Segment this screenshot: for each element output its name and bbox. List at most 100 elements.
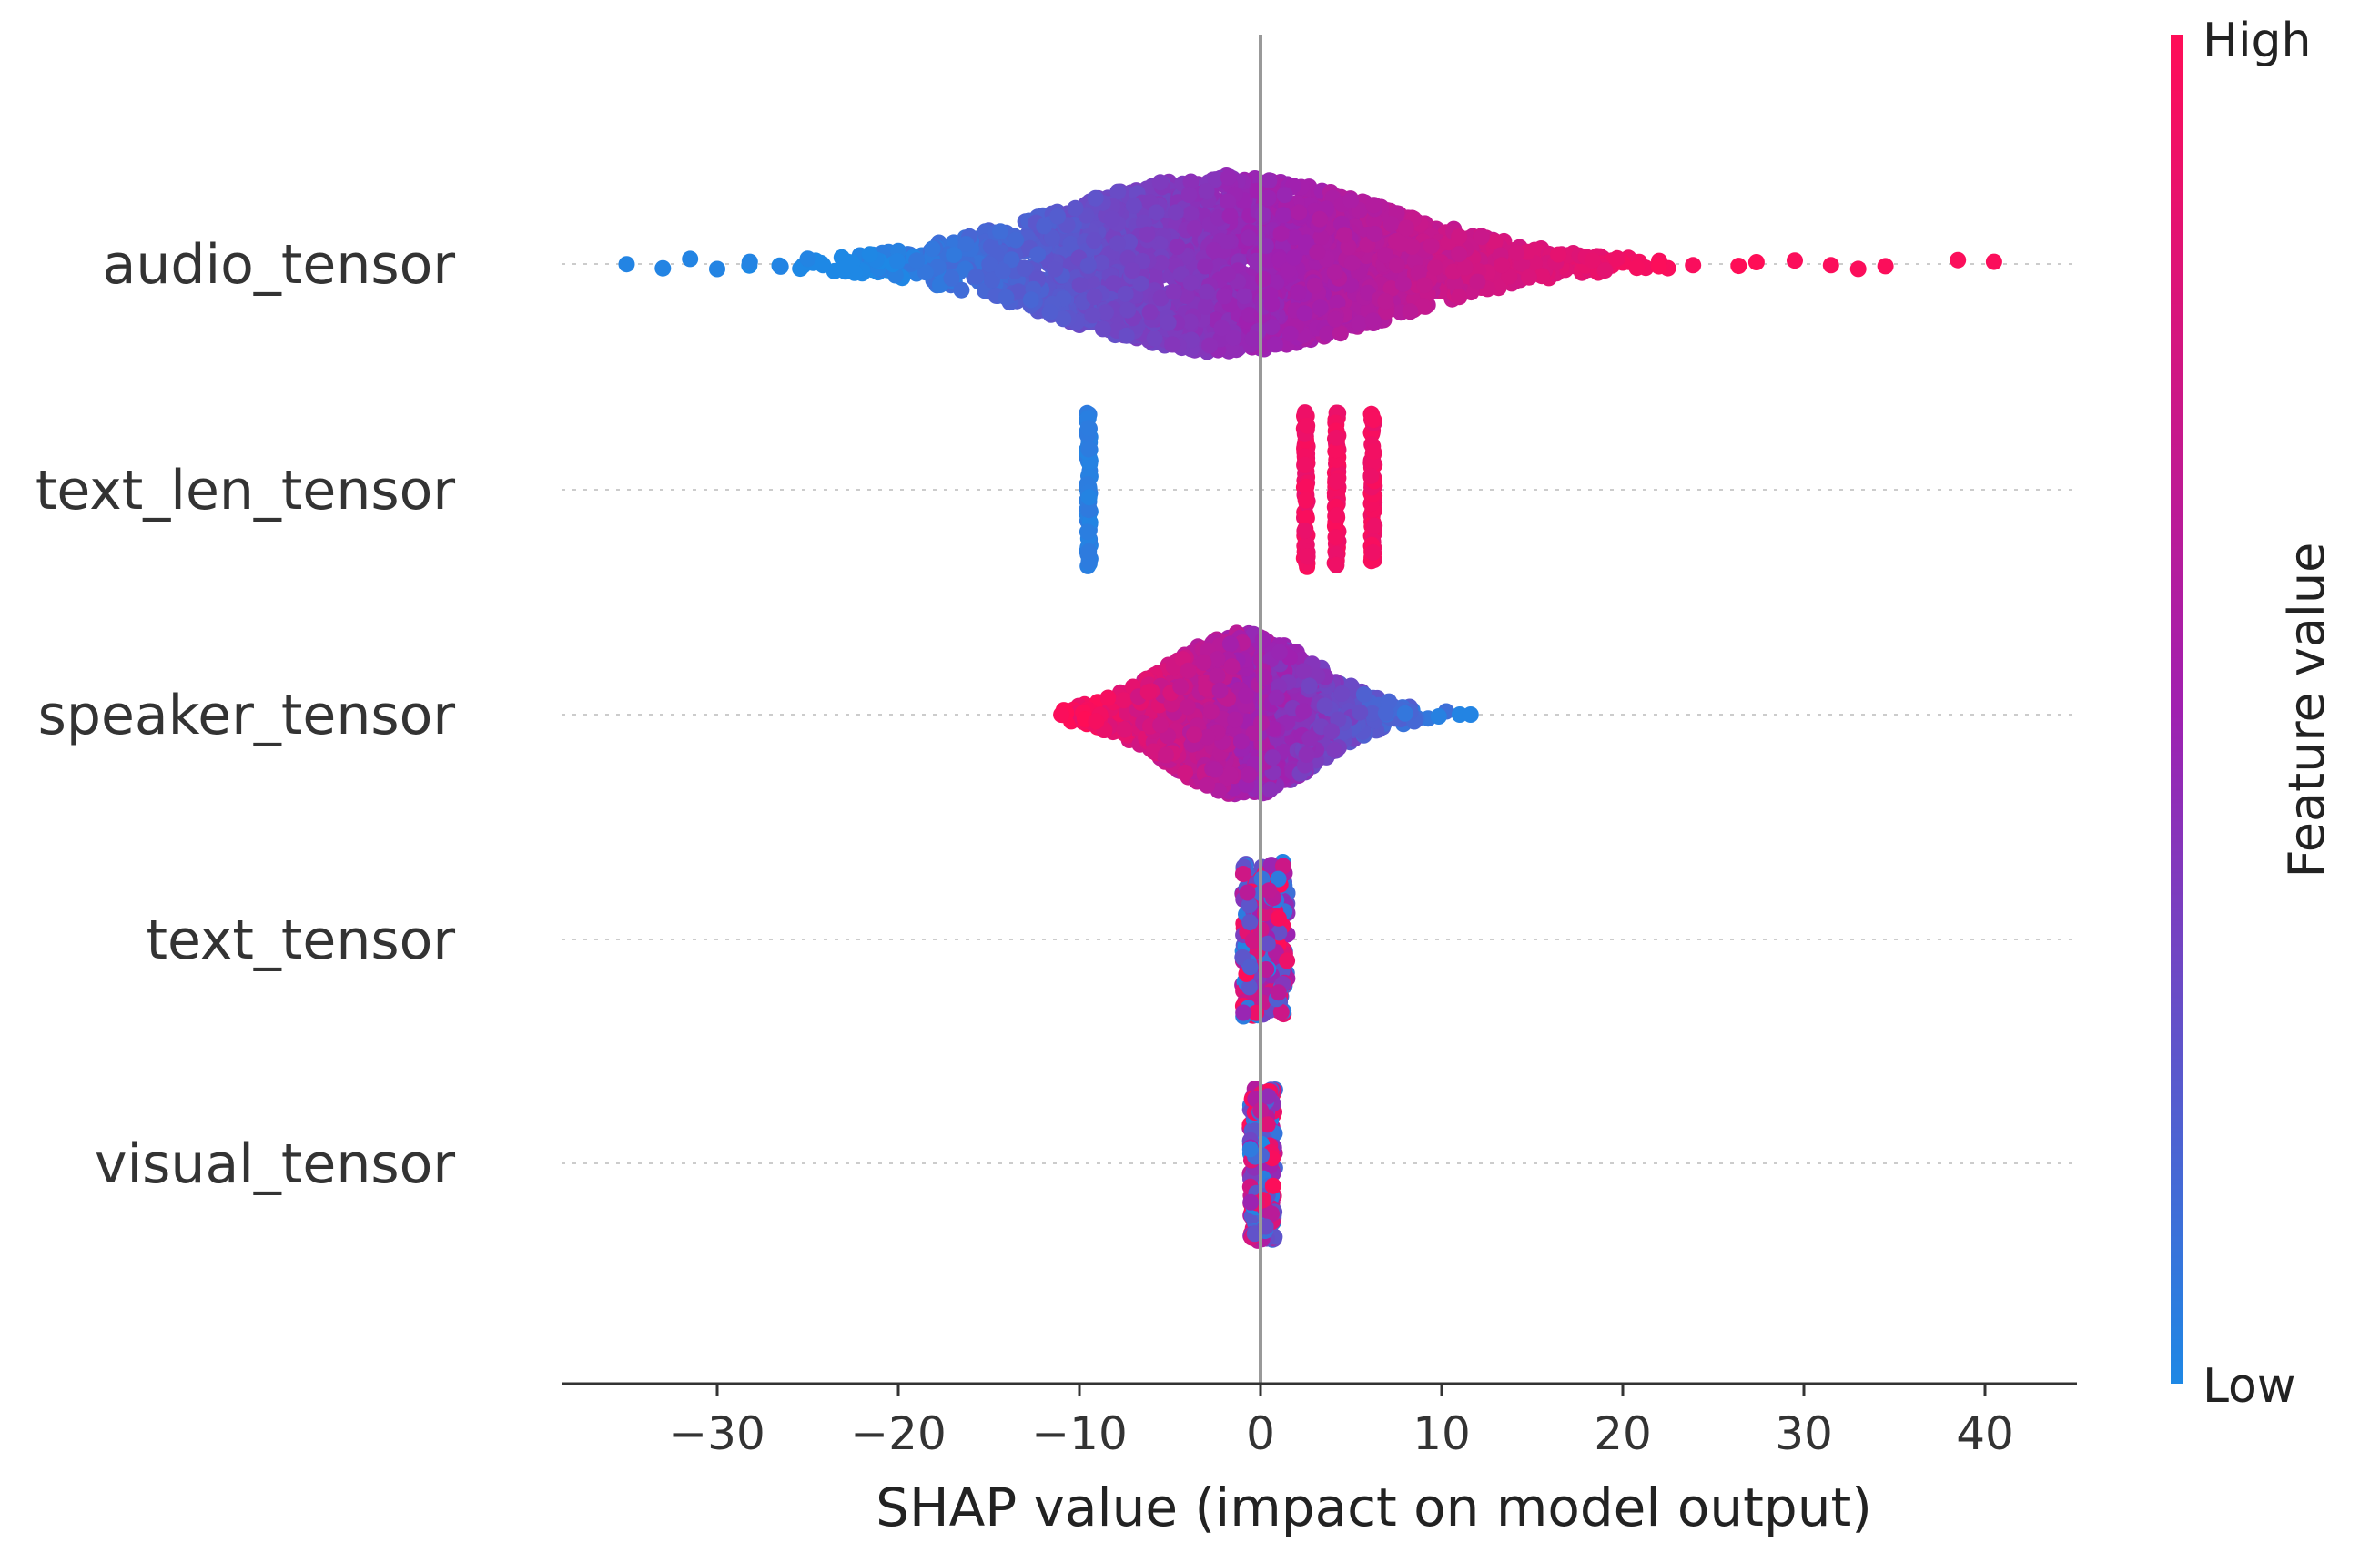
dot-audio_tensor (1182, 173, 1200, 190)
dot-audio_tensor (1125, 197, 1142, 214)
dot-text_len_tensor (1079, 523, 1096, 541)
dot-audio_tensor (1160, 314, 1177, 331)
dot-audio_tensor (1067, 199, 1084, 217)
dot-audio_tensor (908, 252, 926, 269)
dot-audio_tensor (1650, 258, 1667, 275)
dot-text_len_tensor (1297, 492, 1314, 509)
x-tick-label: −10 (1031, 1407, 1128, 1460)
dot-audio_tensor (1596, 262, 1614, 279)
dot-audio_tensor (1521, 269, 1537, 286)
dot-text_len_tensor (1299, 417, 1316, 434)
dot-speaker_tensor (1186, 726, 1203, 744)
dot-text_len_tensor (1079, 420, 1097, 437)
dot-text_len_tensor (1364, 543, 1382, 561)
dot-text_len_tensor (1366, 517, 1383, 534)
dot-speaker_tensor (1271, 644, 1288, 661)
colorbar-title: Feature value (2278, 543, 2335, 878)
dot-text_len_tensor (1296, 523, 1313, 540)
dot-audio_tensor (994, 263, 1011, 279)
dot-audio_tensor (1312, 299, 1329, 316)
dot-audio_tensor (1469, 273, 1486, 290)
dot-audio_tensor (1109, 235, 1126, 252)
dot-audio_tensor (1043, 229, 1060, 247)
dot-text_tensor (1274, 858, 1291, 875)
dot-audio_tensor (1055, 310, 1072, 328)
dot-speaker_tensor (1177, 764, 1194, 781)
dot-audio_tensor (1198, 283, 1215, 300)
dot-visual_tensor (1259, 1116, 1276, 1133)
dot-audio_tensor (1291, 204, 1308, 221)
dot-audio_tensor (1109, 183, 1127, 200)
dot-text_tensor (1262, 857, 1280, 874)
dot-audio_tensor (1609, 249, 1625, 267)
dot-speaker_tensor (1232, 733, 1250, 750)
dot-audio_tensor (1182, 205, 1200, 222)
dot-audio_tensor (1087, 189, 1104, 207)
dot-audio_tensor (1178, 288, 1195, 304)
dot-text_len_tensor (1298, 478, 1315, 495)
dot-audio_tensor (1365, 197, 1382, 214)
dot-audio_tensor (682, 250, 699, 268)
dot-audio_tensor (1241, 306, 1258, 323)
dot-text_tensor (1241, 897, 1258, 914)
dot-audio_tensor (1266, 336, 1283, 353)
dot-audio_tensor (957, 236, 975, 252)
dot-speaker_tensor (1430, 708, 1447, 725)
dot-speaker_tensor (1199, 776, 1216, 794)
dot-speaker_tensor (1261, 781, 1279, 798)
dot-audio_tensor (1152, 254, 1170, 271)
dot-audio_tensor (1036, 218, 1053, 235)
dot-text_len_tensor (1298, 510, 1315, 526)
dot-audio_tensor (1118, 327, 1135, 344)
dot-speaker_tensor (1116, 721, 1133, 738)
dot-speaker_tensor (1264, 749, 1281, 766)
dot-text_len_tensor (1080, 502, 1098, 519)
dot-audio_tensor (1084, 307, 1101, 324)
dot-speaker_tensor (1198, 680, 1215, 697)
dot-text_len_tensor (1328, 441, 1345, 459)
dot-speaker_tensor (1152, 716, 1170, 734)
dot-audio_tensor (1446, 275, 1463, 292)
dot-audio_tensor (1094, 320, 1111, 338)
dot-speaker_tensor (1355, 685, 1372, 703)
dot-audio_tensor (1456, 259, 1474, 276)
dot-audio_tensor (1022, 291, 1039, 309)
dot-speaker_tensor (1241, 766, 1257, 783)
dot-audio_tensor (924, 240, 941, 258)
feature-label-speaker_tensor: speaker_tensor (38, 684, 456, 747)
dot-speaker_tensor (1145, 743, 1162, 760)
dot-audio_tensor (1260, 189, 1277, 207)
dot-speaker_tensor (1053, 706, 1070, 723)
dot-speaker_tensor (1265, 720, 1282, 737)
dot-speaker_tensor (1195, 654, 1212, 671)
dot-speaker_tensor (1209, 667, 1226, 685)
dot-audio_tensor (1402, 303, 1419, 320)
dot-speaker_tensor (1179, 698, 1196, 716)
dot-audio_tensor (1272, 225, 1290, 242)
dot-audio_tensor (1486, 233, 1504, 250)
dot-audio_tensor (1822, 257, 1839, 274)
dot-visual_tensor (1264, 1177, 1281, 1194)
dot-audio_tensor (1342, 192, 1360, 209)
dot-audio_tensor (1275, 207, 1292, 224)
dot-speaker_tensor (1301, 677, 1318, 695)
dot-text_len_tensor (1365, 443, 1382, 461)
dot-audio_tensor (1394, 275, 1412, 292)
dot-audio_tensor (1382, 216, 1400, 232)
dot-audio_tensor (1306, 277, 1323, 294)
dot-text_tensor (1270, 870, 1287, 888)
dot-audio_tensor (1473, 228, 1490, 246)
dot-audio_tensor (1205, 241, 1222, 259)
dot-audio_tensor (1183, 331, 1200, 349)
dot-audio_tensor (1377, 293, 1394, 310)
dot-speaker_tensor (1202, 703, 1220, 720)
dot-speaker_tensor (1295, 663, 1312, 680)
dot-speaker_tensor (1323, 723, 1341, 740)
dot-audio_tensor (1079, 257, 1097, 274)
dot-audio_tensor (1276, 187, 1293, 204)
dot-audio_tensor (1220, 266, 1236, 283)
dot-audio_tensor (772, 258, 789, 275)
dot-audio_tensor (1164, 336, 1181, 353)
dot-audio_tensor (1336, 227, 1353, 244)
